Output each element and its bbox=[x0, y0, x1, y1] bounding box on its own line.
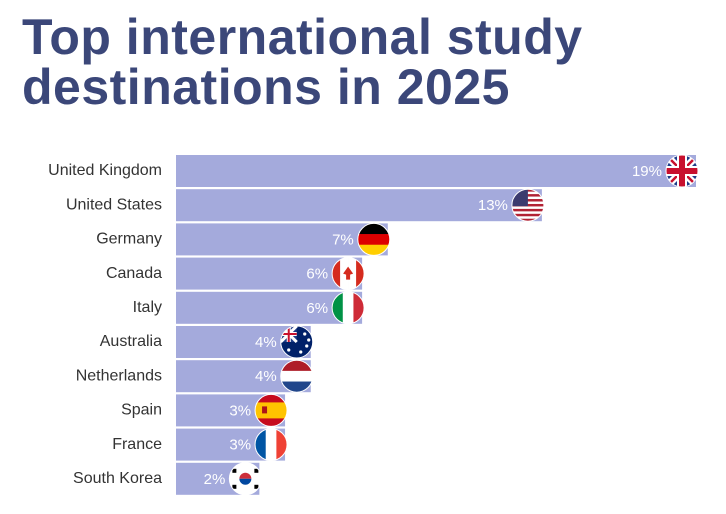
flag-part bbox=[255, 394, 288, 403]
flag-part bbox=[307, 338, 311, 342]
category-label: Spain bbox=[121, 402, 162, 419]
bar bbox=[176, 223, 388, 256]
flag-outline bbox=[280, 359, 314, 393]
flag-part bbox=[343, 266, 354, 280]
flag-outline bbox=[254, 393, 288, 427]
flag-part bbox=[280, 333, 297, 335]
flag-outline bbox=[254, 428, 288, 462]
flag-part bbox=[239, 472, 252, 479]
flag-part bbox=[255, 428, 267, 461]
flag-part bbox=[303, 332, 307, 336]
flag-part bbox=[232, 468, 237, 473]
flag-part bbox=[299, 350, 303, 354]
category-label: France bbox=[112, 436, 162, 453]
category-label: Germany bbox=[96, 231, 162, 248]
flag-part bbox=[356, 257, 365, 290]
flag-part bbox=[280, 381, 313, 393]
category-label: Italy bbox=[133, 299, 162, 316]
value-label: 4% bbox=[255, 368, 277, 385]
flag-part bbox=[254, 468, 259, 473]
flag-part bbox=[511, 206, 544, 210]
flag-outline bbox=[511, 188, 545, 222]
bar bbox=[176, 257, 363, 290]
flag bbox=[332, 257, 365, 290]
category-label: Australia bbox=[100, 333, 162, 350]
flag-part bbox=[305, 344, 309, 348]
flag-part bbox=[276, 428, 288, 461]
flag-outline bbox=[331, 257, 365, 291]
flag bbox=[255, 394, 288, 427]
flag bbox=[332, 291, 365, 324]
flag-part bbox=[255, 410, 288, 419]
value-label: 6% bbox=[306, 300, 328, 317]
flag-part bbox=[255, 418, 288, 427]
flag-part bbox=[511, 218, 544, 222]
flag-outline bbox=[228, 462, 262, 496]
flag-part bbox=[357, 223, 390, 235]
value-label: 3% bbox=[229, 402, 251, 419]
flag-outline bbox=[665, 154, 699, 188]
flag-part bbox=[511, 216, 544, 219]
flag bbox=[229, 462, 262, 495]
value-label: 3% bbox=[229, 437, 251, 454]
flag-part bbox=[232, 484, 237, 489]
flag bbox=[280, 360, 313, 393]
value-label: 2% bbox=[204, 471, 226, 488]
value-label: 19% bbox=[632, 163, 662, 180]
flag-part bbox=[353, 291, 365, 324]
flag bbox=[255, 428, 288, 461]
flag-outline bbox=[331, 291, 365, 325]
category-label: United Kingdom bbox=[48, 162, 162, 179]
flag-outline bbox=[357, 222, 391, 256]
value-label: 7% bbox=[332, 231, 354, 248]
bar bbox=[176, 155, 696, 187]
flag-part bbox=[332, 291, 344, 324]
category-label: United States bbox=[66, 196, 162, 213]
flag-part bbox=[280, 360, 313, 372]
category-label: Canada bbox=[106, 265, 162, 282]
flag-part bbox=[287, 348, 291, 352]
flag-part bbox=[679, 155, 685, 187]
value-label: 4% bbox=[255, 334, 277, 351]
bar bbox=[176, 291, 363, 324]
flag-part bbox=[239, 478, 252, 485]
flag-part bbox=[262, 406, 268, 414]
value-label: 6% bbox=[306, 266, 328, 283]
flag-part bbox=[511, 208, 544, 212]
flag-part bbox=[357, 234, 390, 246]
flag-part bbox=[255, 402, 288, 411]
flag-part bbox=[265, 428, 277, 461]
flag-part bbox=[332, 257, 341, 290]
flag-part bbox=[342, 291, 354, 324]
chart-title: Top international study destinations in … bbox=[22, 9, 583, 115]
flag bbox=[357, 223, 390, 256]
flag bbox=[280, 326, 313, 358]
value-label: 13% bbox=[478, 197, 508, 214]
bar bbox=[176, 189, 542, 222]
flag-part bbox=[511, 213, 544, 217]
flag-outline bbox=[280, 325, 314, 359]
category-label: South Korea bbox=[73, 470, 162, 487]
flag-part bbox=[254, 484, 259, 489]
flag-part bbox=[280, 370, 313, 382]
category-label: Netherlands bbox=[76, 367, 162, 384]
flag-part bbox=[511, 211, 544, 215]
flag bbox=[666, 155, 698, 187]
flag-part bbox=[357, 244, 390, 256]
flag bbox=[511, 189, 544, 222]
